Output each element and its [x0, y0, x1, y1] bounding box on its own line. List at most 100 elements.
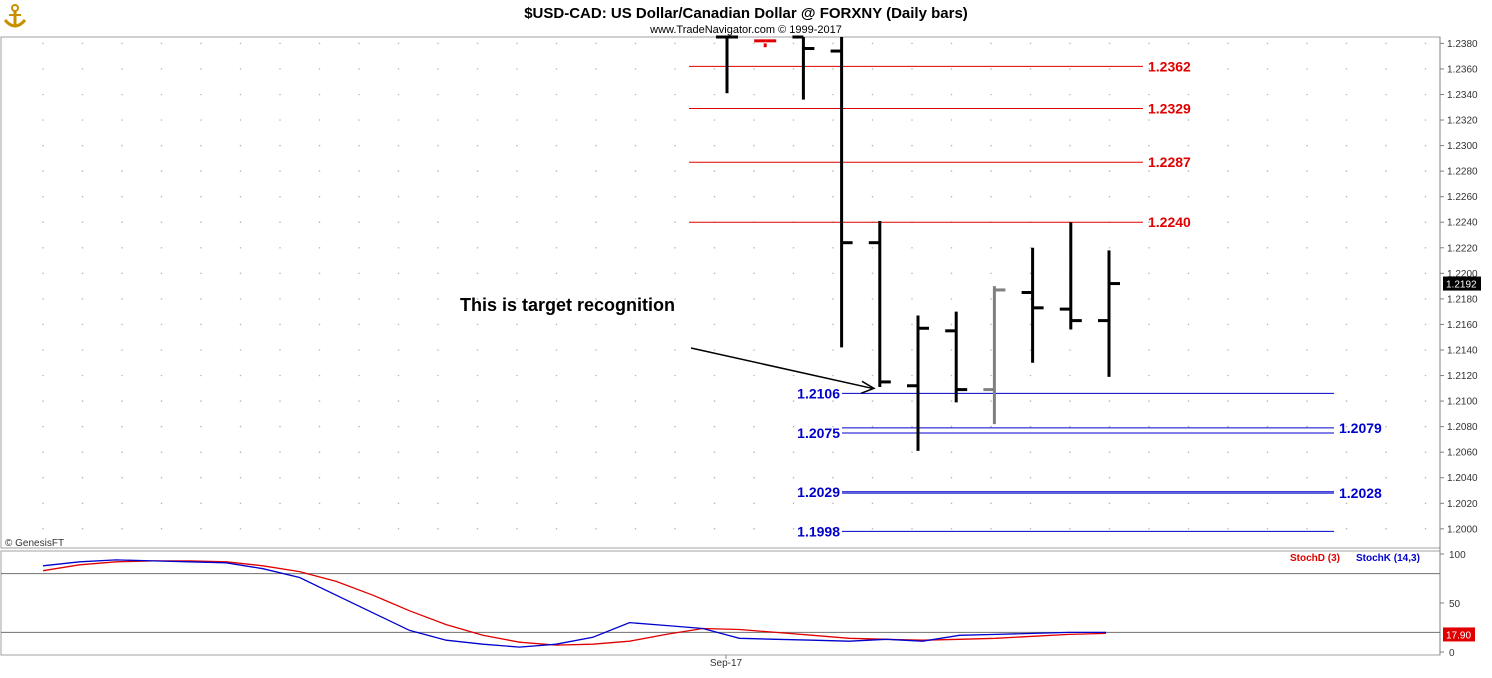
grid-dot — [397, 298, 400, 300]
grid-dot — [476, 247, 479, 249]
grid-dot — [1108, 119, 1111, 121]
grid-dot — [555, 170, 558, 172]
grid-dot — [1069, 68, 1071, 70]
level-label-1-1998: 1.1998 — [797, 523, 840, 539]
grid-dot — [792, 144, 795, 147]
grid-dot — [911, 298, 913, 300]
grid-dot — [397, 68, 400, 70]
grid-dot — [1306, 247, 1308, 249]
grid-dot — [1148, 195, 1150, 198]
grid-dot — [200, 298, 202, 300]
grid-dot — [437, 42, 439, 45]
grid-dot — [911, 93, 913, 96]
grid-dot — [1345, 119, 1348, 121]
grid-dot — [1108, 451, 1111, 454]
grid-dot — [1029, 476, 1032, 479]
grid-dot — [121, 195, 123, 198]
grid-dot — [200, 451, 202, 454]
grid-dot — [634, 451, 637, 454]
grid-dot — [160, 195, 163, 198]
grid-dot — [318, 400, 321, 402]
grid-dot — [81, 476, 84, 479]
grid-dot — [42, 195, 44, 198]
grid-dot — [1424, 502, 1427, 505]
grid-dot — [160, 144, 163, 147]
grid-dot — [871, 195, 874, 198]
grid-dot — [713, 247, 716, 249]
grid-dot — [476, 42, 479, 45]
grid-dot — [911, 68, 913, 70]
grid-dot — [713, 68, 716, 70]
stoch-last-value-box — [1443, 627, 1475, 642]
grid-dot — [950, 528, 953, 530]
grid-dot — [990, 42, 992, 45]
grid-dot — [595, 144, 597, 147]
grid-dot — [358, 502, 360, 505]
grid-dot — [1345, 528, 1348, 530]
grid-dot — [318, 374, 321, 377]
level-label-1-2287: 1.2287 — [1148, 154, 1191, 170]
grid-dot — [200, 170, 202, 172]
grid-dot — [1345, 42, 1348, 45]
grid-dot — [1187, 170, 1190, 172]
grid-dot — [397, 247, 400, 249]
grid-dot — [516, 451, 518, 454]
grid-dot — [792, 528, 795, 530]
grid-dot — [437, 323, 439, 326]
grid-dot — [1148, 400, 1150, 402]
grid-dot — [1069, 425, 1071, 428]
grid-dot — [1385, 93, 1387, 96]
grid-dot — [1424, 195, 1427, 198]
grid-dot — [911, 400, 913, 402]
grid-dot — [674, 425, 676, 428]
grid-dot — [555, 400, 558, 402]
grid-dot — [397, 374, 400, 377]
grid-dot — [81, 170, 84, 172]
grid-dot — [239, 144, 242, 147]
grid-dot — [950, 119, 953, 121]
grid-dot — [1385, 298, 1387, 300]
grid-dot — [634, 374, 637, 377]
grid-dot — [397, 349, 400, 351]
grid-dot — [871, 68, 874, 70]
grid-dot — [160, 68, 163, 70]
grid-dot — [950, 68, 953, 70]
grid-dot — [476, 68, 479, 70]
grid-dot — [1148, 93, 1150, 96]
grid-dot — [674, 349, 676, 351]
y-tick-label: 1.2240 — [1447, 218, 1478, 229]
grid-dot — [792, 374, 795, 377]
grid-dot — [674, 374, 676, 377]
grid-dot — [200, 400, 202, 402]
grid-dot — [713, 502, 716, 505]
grid-dot — [1187, 476, 1190, 479]
grid-dot — [595, 170, 597, 172]
grid-dot — [1424, 247, 1427, 249]
grid-dot — [1029, 451, 1032, 454]
grid-dot — [555, 42, 558, 45]
grid-dot — [200, 374, 202, 377]
level-label-1-2240: 1.2240 — [1148, 214, 1191, 230]
grid-dot — [1266, 144, 1269, 147]
last-price-label: 1.2192 — [1446, 280, 1477, 291]
grid-dot — [1227, 272, 1229, 275]
grid-dot — [674, 400, 676, 402]
grid-dot — [1187, 68, 1190, 70]
grid-dot — [318, 195, 321, 198]
grid-dot — [1345, 144, 1348, 147]
grid-dot — [792, 298, 795, 300]
y-tick-label: 1.2080 — [1447, 422, 1478, 433]
grid-dot — [160, 502, 163, 505]
stoch-series-line-1 — [42, 559, 1106, 648]
grid-dot — [160, 349, 163, 351]
grid-dot — [239, 323, 242, 326]
grid-dot — [634, 170, 637, 172]
grid-dot — [871, 374, 874, 377]
grid-dot — [1227, 528, 1229, 530]
grid-dot — [1424, 93, 1427, 96]
grid-dot — [990, 195, 992, 198]
grid-dot — [674, 195, 676, 198]
grid-dot — [279, 476, 281, 479]
grid-dot — [1385, 323, 1387, 326]
grid-dot — [792, 247, 795, 249]
